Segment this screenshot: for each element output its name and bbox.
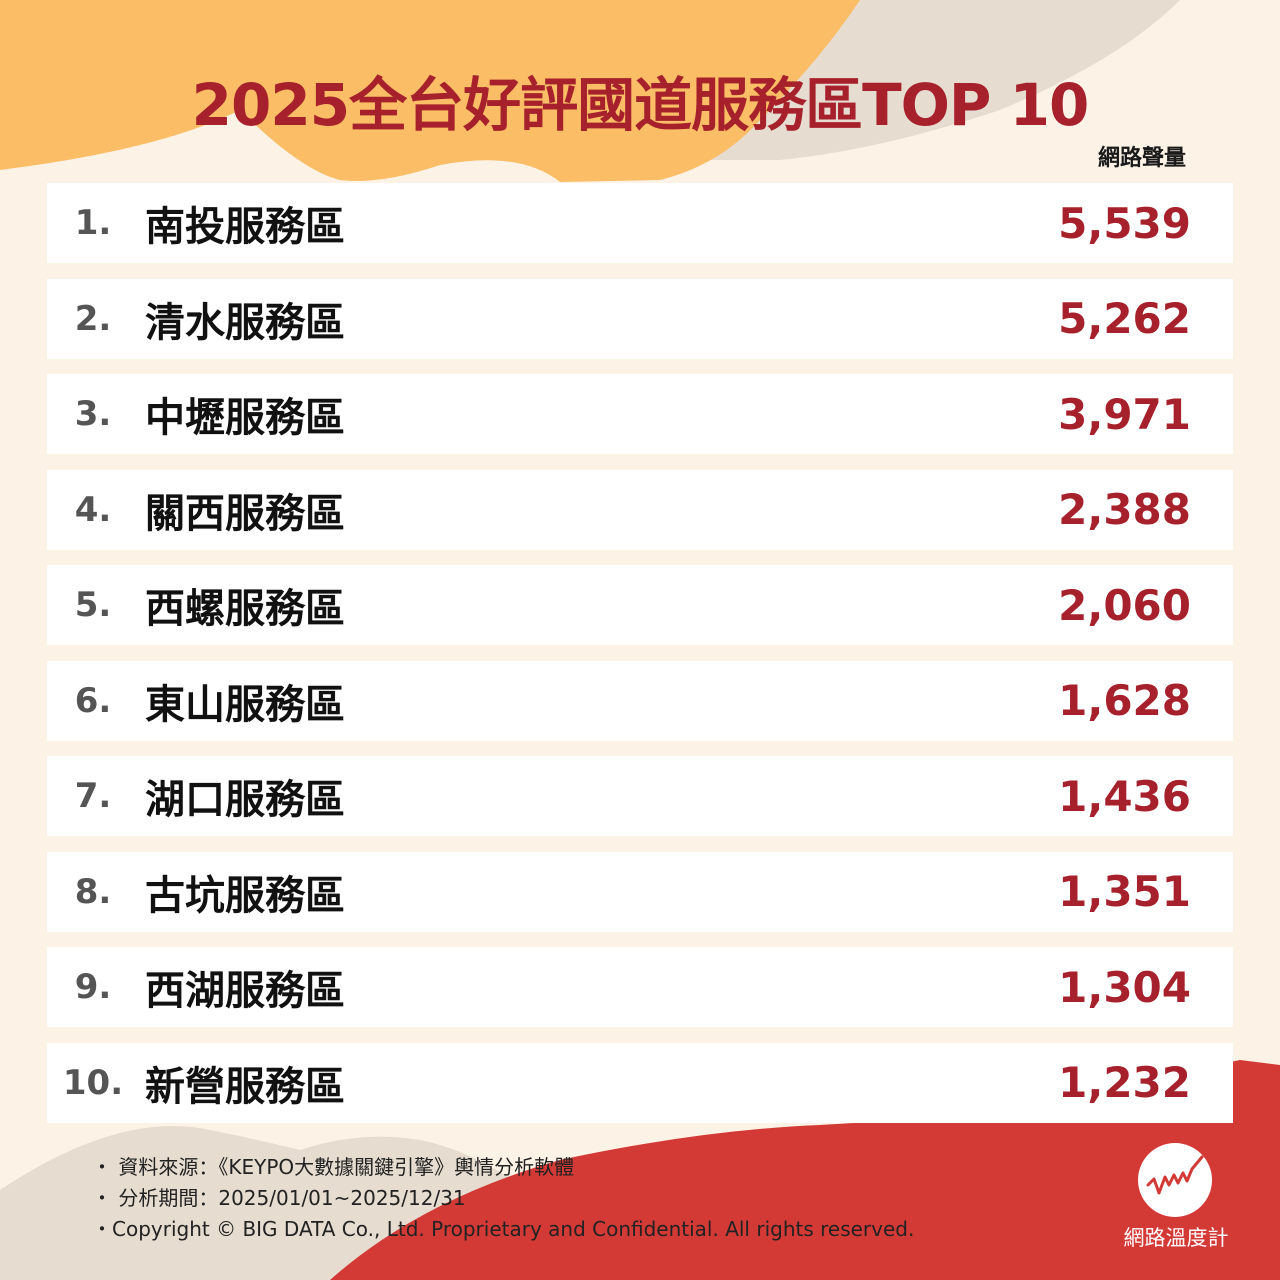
volume-value: 1,304 bbox=[1058, 962, 1191, 1012]
ranking-row: 3. 中壢服務區 3,971 bbox=[47, 374, 1233, 454]
service-area-name: 中壢服務區 bbox=[145, 395, 345, 441]
ranking-row: 2. 清水服務區 5,262 bbox=[47, 278, 1233, 359]
page-title: 2025全台好評國道服務區TOP 10 bbox=[191, 71, 1090, 139]
ranking-row: 7. 湖口服務區 1,436 bbox=[47, 756, 1233, 836]
service-area-name: 西螺服務區 bbox=[145, 586, 345, 632]
rank-number: 5. bbox=[74, 585, 112, 625]
rank-number: 6. bbox=[74, 680, 112, 721]
rank-number: 2. bbox=[74, 298, 112, 339]
service-area-name: 清水服務區 bbox=[145, 299, 345, 346]
rank-number: 7. bbox=[74, 776, 112, 816]
volume-value: 3,971 bbox=[1058, 389, 1191, 439]
rank-number: 8. bbox=[74, 871, 112, 912]
ranking-row: 10. 新營服務區 1,232 bbox=[47, 1042, 1233, 1123]
volume-value: 5,262 bbox=[1058, 294, 1191, 343]
volume-value: 2,060 bbox=[1058, 580, 1191, 630]
trend-line-icon bbox=[1146, 1155, 1204, 1195]
rank-number: 1. bbox=[74, 203, 112, 243]
service-area-name: 古坑服務區 bbox=[145, 872, 345, 919]
brand-logo bbox=[1138, 1143, 1212, 1217]
column-header-volume: 網路聲量 bbox=[1097, 146, 1186, 171]
service-area-name: 東山服務區 bbox=[145, 681, 345, 728]
rank-number: 4. bbox=[74, 489, 112, 530]
volume-value: 1,436 bbox=[1058, 771, 1191, 821]
volume-value: 5,539 bbox=[1058, 198, 1191, 248]
rank-number: 3. bbox=[74, 394, 112, 434]
note-copyright: ・Copyright © BIG DATA Co., Ltd. Propriet… bbox=[92, 1217, 915, 1241]
note-source: ・ 資料來源：《KEYPO大數據關鍵引擎》輿情分析軟體 bbox=[92, 1155, 575, 1179]
ranking-row: 5. 西螺服務區 2,060 bbox=[47, 565, 1233, 645]
service-area-name: 關西服務區 bbox=[145, 490, 345, 537]
ranking-row: 8. 古坑服務區 1,351 bbox=[47, 851, 1233, 932]
ranking-row: 6. 東山服務區 1,628 bbox=[47, 660, 1233, 741]
ranking-row: 4. 關西服務區 2,388 bbox=[47, 469, 1233, 550]
volume-value: 1,628 bbox=[1058, 676, 1191, 725]
ranking-row: 1. 南投服務區 5,539 bbox=[47, 183, 1233, 263]
volume-value: 1,351 bbox=[1058, 867, 1191, 916]
note-period: ・ 分析期間：2025/01/01~2025/12/31 bbox=[92, 1186, 466, 1210]
volume-value: 2,388 bbox=[1058, 485, 1191, 534]
ranking-row: 9. 西湖服務區 1,304 bbox=[47, 947, 1233, 1027]
brand-name: 網路溫度計 bbox=[1123, 1226, 1229, 1250]
service-area-name: 新營服務區 bbox=[145, 1063, 345, 1110]
service-area-name: 湖口服務區 bbox=[145, 777, 345, 823]
footer-notes: ・ 資料來源：《KEYPO大數據關鍵引擎》輿情分析軟體 ・ 分析期間：2025/… bbox=[92, 1152, 914, 1245]
rank-number: 9. bbox=[74, 967, 112, 1007]
service-area-name: 西湖服務區 bbox=[145, 968, 345, 1014]
ranking-list: 1. 南投服務區 5,539 2. 清水服務區 5,262 3. 中壢服務區 3,971 4… bbox=[47, 183, 1233, 1138]
volume-value: 1,232 bbox=[1058, 1058, 1191, 1107]
service-area-name: 南投服務區 bbox=[145, 204, 345, 250]
rank-number: 10. bbox=[62, 1062, 124, 1103]
